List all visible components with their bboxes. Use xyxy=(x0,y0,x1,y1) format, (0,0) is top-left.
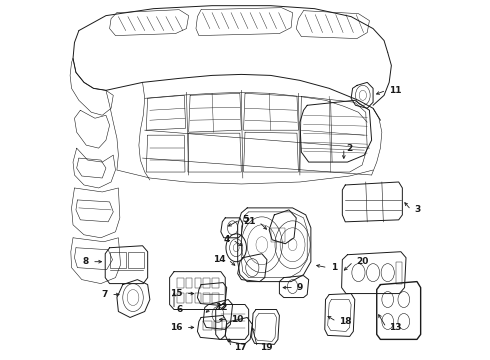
Bar xyxy=(212,293,219,302)
Text: 18: 18 xyxy=(340,317,352,326)
Bar xyxy=(177,278,184,288)
Text: 13: 13 xyxy=(389,323,402,332)
Bar xyxy=(203,293,210,302)
Text: 10: 10 xyxy=(231,315,244,324)
Text: 7: 7 xyxy=(102,290,108,299)
Bar xyxy=(186,278,192,288)
Bar xyxy=(110,252,126,268)
Text: 9: 9 xyxy=(297,283,303,292)
Text: 11: 11 xyxy=(389,86,402,95)
Bar xyxy=(195,278,201,288)
Text: 2: 2 xyxy=(346,144,353,153)
Bar xyxy=(214,321,222,330)
Bar xyxy=(396,262,402,284)
Bar xyxy=(128,252,144,268)
Text: 21: 21 xyxy=(244,217,256,226)
Text: 6: 6 xyxy=(177,305,183,314)
Text: 19: 19 xyxy=(260,343,273,352)
Bar xyxy=(195,293,201,302)
Text: 20: 20 xyxy=(356,257,368,266)
Bar xyxy=(177,293,184,302)
Bar xyxy=(203,278,210,288)
Text: 5: 5 xyxy=(243,215,249,224)
Text: 17: 17 xyxy=(234,343,246,352)
Bar xyxy=(212,278,219,288)
Text: 16: 16 xyxy=(171,323,183,332)
Bar xyxy=(186,293,192,302)
Text: 4: 4 xyxy=(223,235,230,244)
Text: 1: 1 xyxy=(331,263,337,272)
Text: 8: 8 xyxy=(83,257,89,266)
Text: 3: 3 xyxy=(414,206,420,215)
Text: 12: 12 xyxy=(215,303,227,312)
Text: 15: 15 xyxy=(171,289,183,298)
Bar xyxy=(203,321,212,330)
Bar xyxy=(270,228,285,242)
Text: 14: 14 xyxy=(213,255,225,264)
